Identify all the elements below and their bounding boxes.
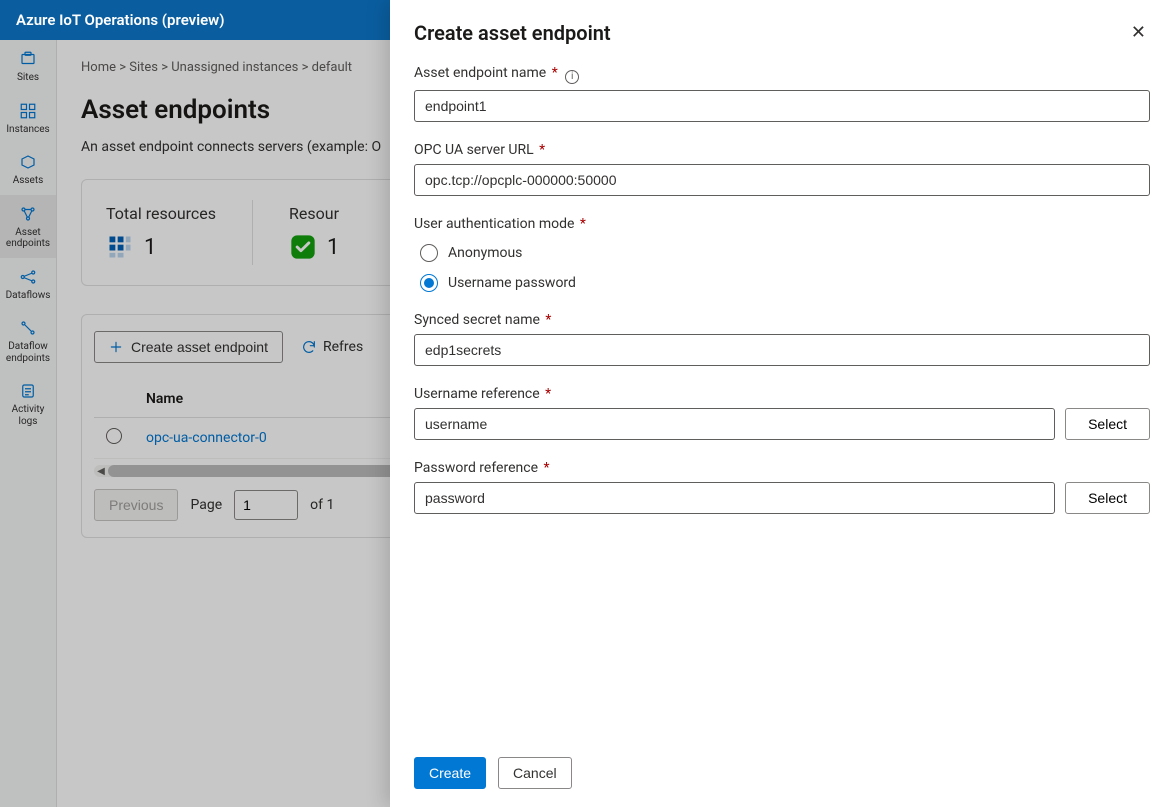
required-asterisk: * (545, 312, 551, 328)
password-select-button[interactable]: Select (1065, 482, 1150, 514)
app-title: Azure IoT Operations (preview) (16, 11, 225, 29)
field-auth-mode: User authentication mode * Anonymous Use… (414, 216, 1150, 292)
create-endpoint-panel: Create asset endpoint ✕ Asset endpoint n… (390, 0, 1174, 807)
create-button[interactable]: Create (414, 757, 486, 789)
field-server-url: OPC UA server URL * (414, 142, 1150, 196)
field-label: Asset endpoint name * i (414, 65, 1150, 84)
secret-name-input[interactable] (414, 334, 1150, 366)
label-text: Password reference (414, 460, 538, 476)
cancel-button[interactable]: Cancel (498, 757, 572, 789)
required-asterisk: * (539, 142, 545, 158)
auth-mode-radio-group: Anonymous Username password (414, 238, 1150, 292)
password-ref-input[interactable] (414, 482, 1055, 514)
field-endpoint-name: Asset endpoint name * i (414, 65, 1150, 122)
username-select-button[interactable]: Select (1065, 408, 1150, 440)
info-icon[interactable]: i (565, 70, 579, 84)
field-label: OPC UA server URL * (414, 142, 1150, 158)
field-label: User authentication mode * (414, 216, 1150, 232)
required-asterisk: * (545, 386, 551, 402)
endpoint-name-input[interactable] (414, 90, 1150, 122)
required-asterisk: * (543, 460, 549, 476)
server-url-input[interactable] (414, 164, 1150, 196)
auth-mode-userpass-radio[interactable]: Username password (420, 274, 1150, 292)
field-label: Username reference * (414, 386, 1150, 402)
label-text: Synced secret name (414, 312, 540, 328)
radio-icon (420, 274, 438, 292)
panel-footer: Create Cancel (390, 743, 1174, 807)
panel-title: Create asset endpoint (414, 21, 611, 45)
required-asterisk: * (552, 65, 558, 81)
field-secret-name: Synced secret name * (414, 312, 1150, 366)
label-text: User authentication mode (414, 216, 574, 232)
panel-header: Create asset endpoint ✕ (390, 0, 1174, 55)
field-password-ref: Password reference * Select (414, 460, 1150, 514)
field-label: Synced secret name * (414, 312, 1150, 328)
radio-label: Username password (448, 275, 576, 291)
username-ref-input[interactable] (414, 408, 1055, 440)
radio-icon (420, 244, 438, 262)
required-asterisk: * (580, 216, 586, 232)
radio-label: Anonymous (448, 245, 522, 261)
close-icon[interactable]: ✕ (1127, 18, 1150, 47)
auth-mode-anonymous-radio[interactable]: Anonymous (420, 244, 1150, 262)
panel-body: Asset endpoint name * i OPC UA server UR… (390, 55, 1174, 743)
field-username-ref: Username reference * Select (414, 386, 1150, 440)
field-label: Password reference * (414, 460, 1150, 476)
label-text: OPC UA server URL (414, 142, 534, 158)
label-text: Asset endpoint name (414, 65, 546, 81)
label-text: Username reference (414, 386, 540, 402)
